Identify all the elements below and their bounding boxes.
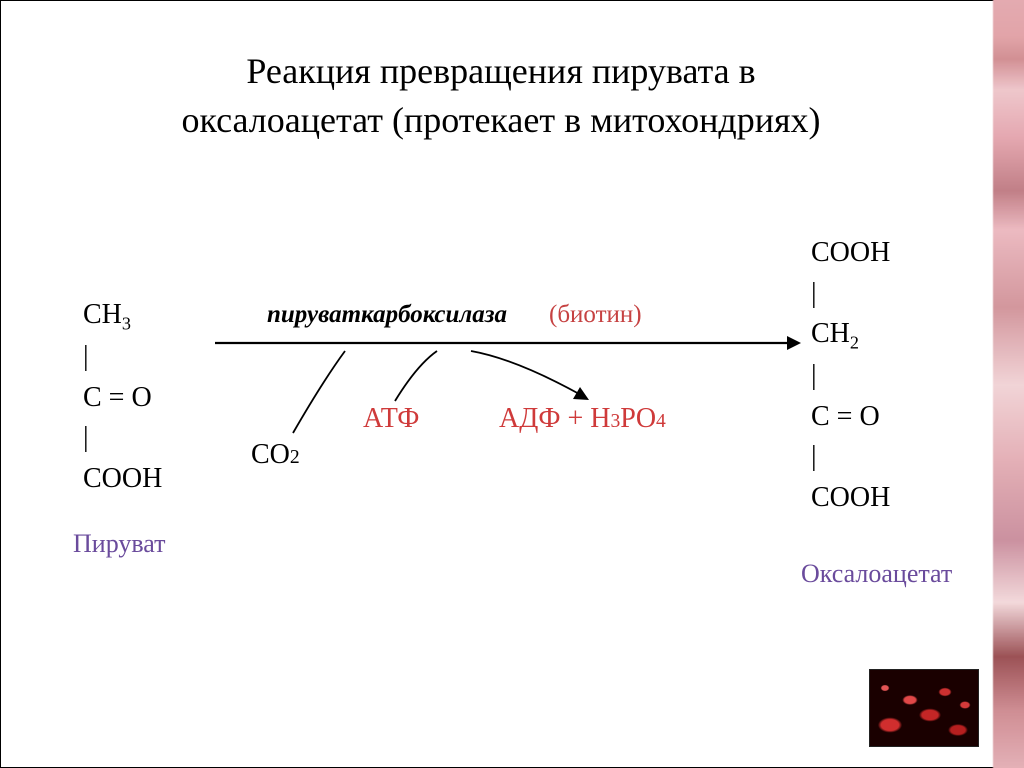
atp-curve — [395, 351, 437, 401]
adp-arrow-head-icon — [573, 387, 589, 400]
substrate-label: Пируват — [73, 529, 166, 559]
slide-thumbnail-icon — [869, 669, 979, 747]
main-arrow-head-icon — [787, 336, 801, 350]
product-formula: COOH | CH2 | C = O | COOH — [811, 233, 890, 519]
page-title: Реакция превращения пирувата в оксалоаце… — [1, 47, 1001, 144]
adp-label: АДФ + H3PO4 — [499, 403, 666, 435]
co2-label: CO2 — [251, 439, 300, 471]
enzyme-cofactor: (биотин) — [549, 301, 642, 329]
substrate-formula: CH3 | C = O | COOH — [83, 295, 162, 499]
adp-curve — [471, 351, 581, 395]
title-line-2: оксалоацетат (протекает в митохондриях) — [182, 100, 821, 140]
product-label: Оксалоацетат — [801, 559, 952, 589]
co2-curve — [293, 351, 345, 433]
slide-canvas: Реакция превращения пирувата в оксалоаце… — [0, 0, 1024, 768]
title-line-1: Реакция превращения пирувата в — [246, 51, 755, 91]
atp-label: АТФ — [363, 403, 419, 435]
enzyme-label: пируваткарбоксилаза — [267, 301, 507, 329]
